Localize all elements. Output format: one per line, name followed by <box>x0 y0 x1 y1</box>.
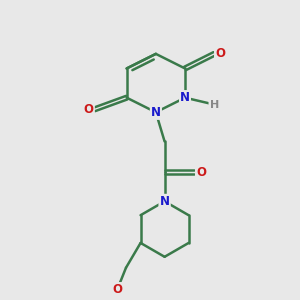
Text: O: O <box>112 283 122 296</box>
Text: N: N <box>180 91 190 104</box>
Text: H: H <box>210 100 219 110</box>
Text: O: O <box>196 166 206 178</box>
Text: O: O <box>215 47 225 60</box>
Text: N: N <box>160 195 170 208</box>
Text: O: O <box>84 103 94 116</box>
Text: N: N <box>151 106 161 119</box>
Text: N: N <box>160 195 170 208</box>
Text: O: O <box>112 283 122 296</box>
Text: O: O <box>84 103 94 116</box>
Text: H: H <box>210 100 219 110</box>
Text: O: O <box>196 166 206 178</box>
Text: O: O <box>215 47 225 60</box>
Text: N: N <box>151 106 161 119</box>
Text: N: N <box>180 91 190 104</box>
